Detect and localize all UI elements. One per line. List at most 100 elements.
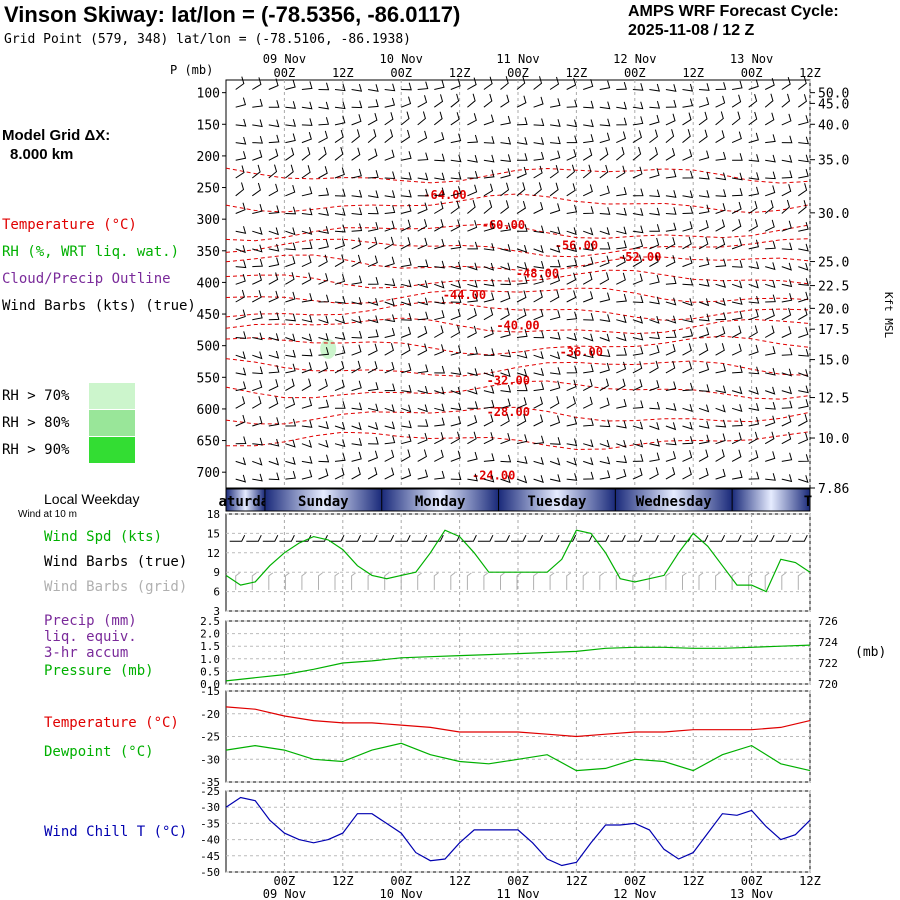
weekday-cell	[498, 489, 616, 511]
wind-barb	[798, 385, 809, 394]
wind-barb	[268, 78, 279, 90]
wind-barb	[516, 244, 528, 253]
isotherm-line	[225, 406, 811, 425]
wind-chill-line	[225, 796, 811, 867]
wind-barb	[268, 243, 280, 252]
wind-barb	[433, 111, 443, 126]
wind-barb	[599, 164, 609, 179]
wind-barb	[550, 119, 561, 127]
wind-barb	[665, 451, 677, 462]
wind-barb	[715, 189, 727, 197]
wind-barb	[764, 77, 775, 90]
grid-wind-barb	[599, 572, 605, 590]
wind-barb	[649, 438, 660, 447]
wind-barb	[516, 117, 528, 126]
wind-barb	[583, 256, 594, 268]
wind-barb	[252, 149, 263, 161]
wind-barb	[632, 295, 644, 304]
wind-barb	[367, 148, 378, 161]
wind-barb	[649, 345, 660, 356]
true-wind-barb	[411, 534, 428, 542]
wind-barb	[384, 256, 395, 268]
wind-barb	[798, 154, 809, 163]
wind-barb	[500, 277, 512, 286]
wind-barb	[583, 206, 594, 214]
weekday-cell	[226, 489, 265, 511]
wind-barb	[748, 186, 760, 197]
wind-barb	[417, 385, 429, 394]
wind-barb	[632, 400, 644, 409]
wind-barb	[715, 111, 724, 126]
wind-barb	[417, 111, 426, 126]
wind-barb	[665, 190, 677, 198]
wind-barb	[301, 378, 312, 392]
wind-barb	[764, 431, 775, 445]
wind-barb	[533, 260, 545, 269]
rh80-swatch	[89, 410, 135, 436]
true-wind-barb	[362, 534, 378, 542]
wind-barb	[483, 199, 493, 214]
wind-barb	[533, 396, 543, 409]
wind-barb	[599, 378, 609, 392]
wind-barb	[351, 330, 363, 339]
wind-barb	[732, 80, 743, 90]
wind-barb	[384, 383, 396, 392]
wind-barb	[500, 413, 510, 427]
wind-barb	[698, 204, 710, 214]
wind-barb	[516, 95, 527, 108]
wind-barb	[351, 129, 360, 143]
weekday-name: aturday	[218, 494, 278, 510]
wind-barb	[268, 164, 278, 179]
true-wind-barb	[477, 534, 494, 542]
wind-barb	[566, 149, 577, 161]
wind-barb	[483, 169, 495, 179]
wind-barb	[400, 237, 411, 250]
rh70-label: RH > 70%	[2, 388, 70, 404]
wind-barb	[368, 190, 379, 199]
wind-barb	[500, 327, 511, 338]
wind-barb	[781, 474, 793, 483]
true-wind-barb	[312, 534, 328, 542]
pressure-right-tick: 724	[818, 636, 838, 649]
wind-barb	[334, 274, 346, 285]
wind-barb	[434, 280, 445, 289]
wind-barb	[335, 401, 346, 409]
wind-barb	[417, 188, 429, 197]
true-wind-barb	[792, 534, 808, 542]
wind-barb	[483, 399, 495, 409]
wind-barb	[682, 190, 693, 199]
wind-barb	[268, 457, 280, 466]
wind-barb	[483, 474, 495, 483]
wind-barb	[368, 84, 379, 92]
wind-barb	[401, 384, 412, 393]
wind-barb	[434, 470, 445, 480]
wind-barb	[400, 449, 411, 462]
wind-barb	[368, 170, 379, 179]
wind-barb	[533, 475, 544, 483]
wind-barb	[599, 470, 611, 480]
wind-barb	[450, 308, 461, 321]
wind-barb	[268, 290, 279, 303]
wind-barb	[318, 82, 330, 91]
wind-barb	[731, 404, 743, 412]
wind-barb	[798, 414, 808, 427]
wind-barb	[301, 314, 313, 323]
wind-barb	[798, 136, 809, 145]
wind-barb	[583, 333, 594, 342]
wind-barb	[798, 327, 809, 338]
wind-barb	[781, 199, 790, 214]
wind-barb	[401, 279, 412, 288]
grid-wind-barb	[566, 572, 571, 590]
wind-barb	[334, 167, 345, 179]
wind-barb	[599, 80, 611, 90]
wind-barb	[798, 399, 809, 409]
wind-barb	[616, 165, 626, 179]
wind-barb	[764, 93, 774, 108]
wind-barb	[632, 208, 644, 216]
wind-barb	[500, 182, 510, 197]
wind-barb	[384, 83, 396, 92]
wind-barb	[351, 467, 361, 480]
wind-barb	[732, 365, 743, 374]
wind-barb	[549, 164, 559, 179]
wind-barb	[467, 308, 477, 321]
